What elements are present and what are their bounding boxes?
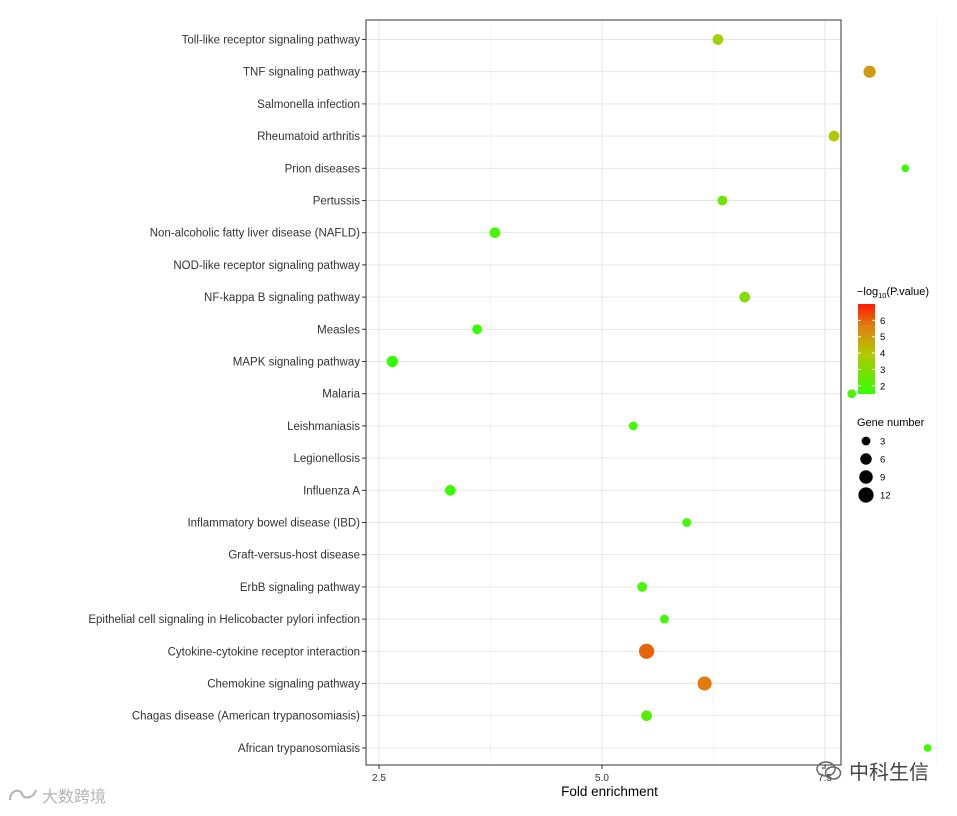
y-tick-label: Influenza A: [303, 485, 360, 497]
size-legend-title: Gene number: [857, 417, 925, 429]
color-legend-tick-label: 3: [880, 365, 885, 376]
data-point: [641, 710, 652, 722]
y-tick-label: Measles: [317, 324, 360, 336]
color-legend-tick-label: 2: [880, 381, 885, 392]
data-point: [697, 676, 712, 691]
y-tick-label: Rheumatoid arthritis: [257, 131, 360, 143]
size-legend-label: 9: [880, 473, 885, 484]
y-tick-label: African trypanosomiasis: [238, 743, 360, 755]
y-tick-label: Legionellosis: [294, 453, 361, 465]
data-point: [489, 227, 501, 239]
size-legend-key: [861, 436, 871, 446]
plot-border: [365, 19, 842, 766]
watermark-left: 大数跨境: [8, 783, 106, 807]
watermark-right-text: 中科生信: [849, 760, 929, 784]
data-point: [712, 34, 724, 45]
data-point: [638, 643, 655, 659]
y-tick-label: Graft-versus-host disease: [228, 550, 360, 562]
y-tick-label: NF-kappa B signaling pathway: [204, 292, 360, 304]
size-legend-label: 12: [880, 491, 891, 502]
size-legend-key: [859, 470, 873, 484]
wechat-icon: [816, 760, 842, 780]
x-tick-label: 7.5: [818, 773, 832, 784]
y-tick-label: NOD-like receptor signaling pathway: [173, 260, 360, 272]
legend-area: −log10(P.value) 2 3 4 5 6 Gene number 3 6 9 12: [857, 286, 929, 503]
data-point: [739, 291, 751, 303]
brand-logo-icon: [9, 789, 37, 801]
data-point: [828, 130, 840, 142]
data-point: [637, 582, 648, 592]
data-point: [628, 421, 638, 431]
y-tick-label: Chemokine signaling pathway: [207, 679, 360, 691]
y-tick-label: Prion diseases: [285, 163, 361, 175]
watermark-right: 中科生信: [815, 756, 929, 785]
data-point: [472, 324, 483, 335]
size-legend-label: 6: [880, 455, 885, 466]
plot-panel: [366, 20, 841, 765]
y-tick-label: Epithelial cell signaling in Helicobacte…: [88, 614, 360, 626]
y-tick-label: ErbB signaling pathway: [240, 582, 360, 594]
data-point: [660, 614, 669, 624]
color-legend-bar: [858, 304, 875, 394]
data-point: [923, 744, 932, 752]
data-point: [386, 355, 399, 368]
data-point: [847, 389, 857, 399]
y-tick-label: Chagas disease (American trypanosomiasis…: [132, 711, 360, 723]
size-legend-key: [860, 453, 872, 465]
y-tick-label: Leishmaniasis: [287, 421, 360, 433]
watermark-left-text: 大数跨境: [42, 787, 107, 806]
y-tick-label: Salmonella infection: [257, 99, 360, 111]
x-axis-title: Fold enrichment: [561, 784, 658, 799]
y-tick-label: MAPK signaling pathway: [233, 357, 360, 369]
color-legend-tick-label: 5: [880, 332, 885, 343]
color-legend-title: −log10(P.value): [857, 286, 929, 300]
y-tick-label: Cytokine-cytokine receptor interaction: [168, 646, 360, 658]
color-legend-tick-label: 6: [880, 316, 885, 327]
x-tick-label: 5.0: [595, 773, 609, 784]
data-point: [863, 65, 876, 78]
data-point: [717, 195, 728, 206]
plot-area: Toll-like receptor signaling pathway TNF …: [88, 19, 937, 799]
y-tick-label: Pertussis: [313, 196, 361, 208]
y-tick-label: TNF signaling pathway: [243, 67, 360, 79]
y-tick-label: Toll-like receptor signaling pathway: [182, 35, 361, 47]
size-legend-label: 3: [880, 437, 885, 448]
data-point: [682, 518, 692, 527]
x-tick-label: 2.5: [372, 773, 386, 784]
y-tick-label: Non-alcoholic fatty liver disease (NAFLD…: [150, 228, 360, 240]
size-legend-key: [858, 487, 874, 503]
data-point: [901, 164, 910, 173]
color-legend-tick-label: 4: [880, 349, 885, 360]
data-point: [445, 484, 456, 496]
y-tick-label: Malaria: [322, 389, 360, 401]
y-tick-label: Inflammatory bowel disease (IBD): [187, 518, 360, 530]
